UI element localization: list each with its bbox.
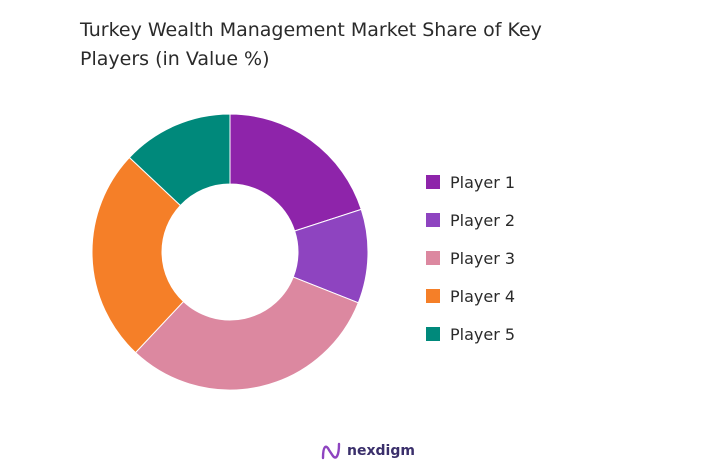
donut-slice-player-4 xyxy=(91,156,185,354)
legend-item-player-4: Player 4 xyxy=(426,277,515,315)
chart-title-line2: Players (in Value %) xyxy=(80,48,270,70)
legend-label: Player 3 xyxy=(450,248,516,268)
legend-label: Player 4 xyxy=(450,286,516,306)
legend-swatch xyxy=(426,289,440,303)
legend-item-player-1: Player 1 xyxy=(426,163,515,201)
legend-swatch xyxy=(426,213,440,227)
legend-swatch xyxy=(426,251,440,265)
donut-slice-player-3 xyxy=(134,276,359,391)
chart-title: Turkey Wealth Management Market Share of… xyxy=(80,16,680,74)
legend-item-player-2: Player 2 xyxy=(426,201,515,239)
legend-item-player-3: Player 3 xyxy=(426,239,515,277)
chart-title-line1: Turkey Wealth Management Market Share of… xyxy=(80,19,542,41)
legend-label: Player 2 xyxy=(450,210,516,230)
donut-slice-player-1 xyxy=(229,113,362,232)
legend-swatch xyxy=(426,327,440,341)
legend-label: Player 5 xyxy=(450,324,516,344)
nexdigm-logo-icon xyxy=(321,442,341,460)
brand-name: nexdigm xyxy=(347,443,415,459)
legend-swatch xyxy=(426,175,440,189)
chart-legend: Player 1 Player 2 Player 3 Player 4 Play… xyxy=(426,163,515,353)
donut-slice-player-5 xyxy=(128,113,231,207)
legend-item-player-5: Player 5 xyxy=(426,315,515,353)
nexdigm-logo: nexdigm xyxy=(320,440,415,462)
legend-label: Player 1 xyxy=(450,172,516,192)
